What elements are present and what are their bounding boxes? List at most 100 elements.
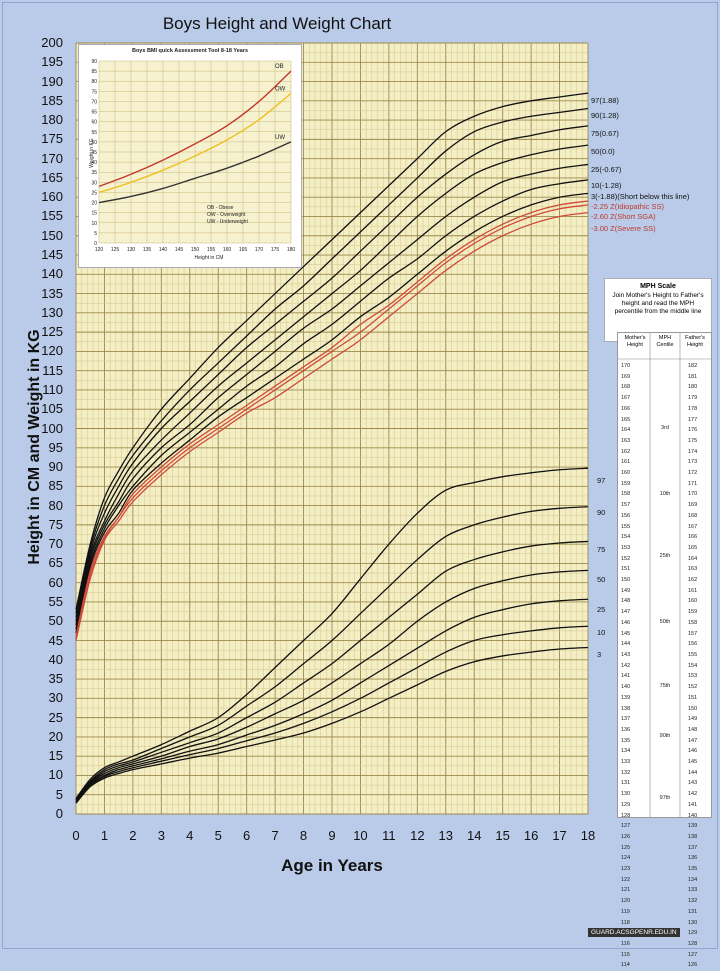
- x-axis-label: Age in Years: [281, 856, 383, 875]
- father-height-value: 165: [688, 544, 698, 551]
- mother-height-value: 114: [621, 962, 630, 969]
- mother-height-value: 124: [621, 855, 631, 862]
- mother-height-value: 116: [621, 940, 630, 947]
- inset-x-tick: 145: [175, 247, 184, 253]
- father-height-value: 131: [688, 908, 698, 915]
- mother-height-value: 131: [621, 780, 631, 787]
- legend-ow: OW - Overweight: [207, 212, 246, 218]
- inset-x-label: Height in CM: [194, 255, 224, 261]
- mother-height-value: 160: [621, 470, 631, 477]
- y-tick-label: 130: [41, 304, 63, 320]
- mother-height-value: 133: [621, 759, 631, 766]
- inset-curve-ow: [98, 92, 292, 194]
- weight-curve-label: 75: [597, 545, 606, 554]
- height-curve-label: -2.60 Z(Short SGA): [591, 212, 656, 221]
- mother-height-value: 125: [621, 844, 631, 851]
- inset-x-tick: 125: [111, 247, 120, 253]
- inset-curve-uw: [98, 141, 292, 204]
- inset-x-tick: 160: [223, 247, 232, 253]
- inset-curve-ob: [98, 70, 292, 188]
- inset-x-tick: 120: [95, 247, 104, 253]
- mother-height-value: 162: [621, 448, 631, 455]
- weight-curve-1: [75, 506, 589, 800]
- inset-y-tick: 40: [91, 160, 97, 166]
- inset-y-tick: 20: [91, 201, 97, 207]
- father-height-value: 160: [688, 598, 698, 605]
- y-tick-label: 10: [48, 767, 63, 783]
- father-height-value: 143: [688, 780, 698, 787]
- inset-x-tick: 180: [287, 247, 296, 253]
- mph-centile-label: 97th: [659, 795, 671, 801]
- inset-y-tick: 5: [94, 231, 97, 237]
- mother-height-value: 154: [621, 534, 631, 541]
- inset-x-tick: 165: [239, 247, 248, 253]
- height-curve-label: -3.00 Z(Severe SS): [591, 224, 656, 233]
- height-curve-8: [75, 204, 589, 639]
- y-tick-label: 90: [48, 459, 63, 475]
- growth-curves: [75, 92, 589, 804]
- x-tick-label: 4: [186, 828, 194, 843]
- y-tick-label: 125: [41, 324, 63, 340]
- father-height-value: 172: [688, 470, 698, 477]
- father-height-value: 158: [688, 619, 698, 626]
- height-curve-label: 25(-0.67): [591, 165, 622, 174]
- inset-y-tick: 85: [91, 69, 97, 75]
- inset-y-tick: 80: [91, 79, 97, 85]
- mph-title: MPH Scale: [640, 283, 676, 290]
- inset-y-tick: 35: [91, 170, 97, 176]
- mph-centile-label: 90th: [659, 733, 671, 739]
- height-curve-2: [75, 125, 589, 618]
- father-height-value: 157: [688, 630, 698, 637]
- father-height-value: 127: [688, 951, 698, 958]
- y-tick-label: 155: [41, 208, 63, 224]
- y-tick-label: 70: [48, 536, 63, 552]
- y-tick-label: 200: [41, 35, 63, 50]
- height-curve-label: 75(0.67): [591, 129, 619, 138]
- mother-height-value: 145: [621, 630, 631, 637]
- father-height-value: 153: [688, 673, 698, 680]
- y-tick-label: 0: [55, 806, 63, 821]
- inset-curve-label: OW: [275, 86, 286, 92]
- y-tick-label: 195: [41, 54, 63, 70]
- mother-height-value: 156: [621, 512, 631, 519]
- father-height-value: 140: [688, 812, 698, 819]
- father-height-value: 156: [688, 641, 698, 648]
- inset-y-tick: 55: [91, 130, 97, 136]
- inset-y-tick: 25: [91, 190, 97, 196]
- mother-height-value: 148: [621, 598, 631, 605]
- y-tick-label: 60: [48, 574, 63, 590]
- inset-y-tick: 45: [91, 150, 97, 156]
- inset-y-tick: 30: [91, 180, 97, 186]
- mother-height-value: 147: [621, 609, 631, 616]
- mph-centile-label: 50th: [659, 619, 671, 625]
- y-tick-label: 45: [48, 632, 63, 648]
- inset-y-tick: 15: [91, 211, 97, 217]
- x-tick-label: 15: [495, 828, 510, 843]
- mother-height-value: 150: [621, 577, 631, 584]
- father-height-value: 142: [688, 791, 698, 798]
- father-height-value: 159: [688, 609, 698, 616]
- y-tick-label: 95: [48, 439, 63, 455]
- father-height-value: 134: [688, 876, 698, 883]
- y-tick-label: 85: [48, 478, 63, 494]
- father-height-value: 163: [688, 566, 698, 573]
- mother-height-value: 126: [621, 833, 631, 840]
- father-height-value: 164: [688, 555, 698, 562]
- height-curve-label: 90(1.28): [591, 111, 619, 120]
- father-height-value: 129: [688, 930, 698, 937]
- mother-height-value: 168: [621, 384, 631, 391]
- mother-height-value: 123: [621, 866, 631, 873]
- father-height-value: 179: [688, 395, 698, 402]
- y-tick-label: 35: [48, 671, 63, 687]
- father-height-value: 169: [688, 502, 698, 509]
- y-tick-label: 5: [55, 786, 63, 802]
- height-curve-label: 3(-1.88)(Short below this line): [591, 192, 690, 201]
- mother-height-value: 134: [621, 748, 631, 755]
- mother-height-value: 138: [621, 705, 631, 712]
- height-curve-label: -2.25 Z(Idiopathic SS): [591, 202, 664, 211]
- height-curve-4: [75, 163, 589, 626]
- father-height-column: 182 181 180 179 178 177 176 175 174 173 172 171 170 1…: [688, 361, 697, 971]
- mother-height-value: 163: [621, 437, 631, 444]
- father-height-value: 141: [688, 801, 698, 808]
- father-height-value: 144: [688, 769, 698, 776]
